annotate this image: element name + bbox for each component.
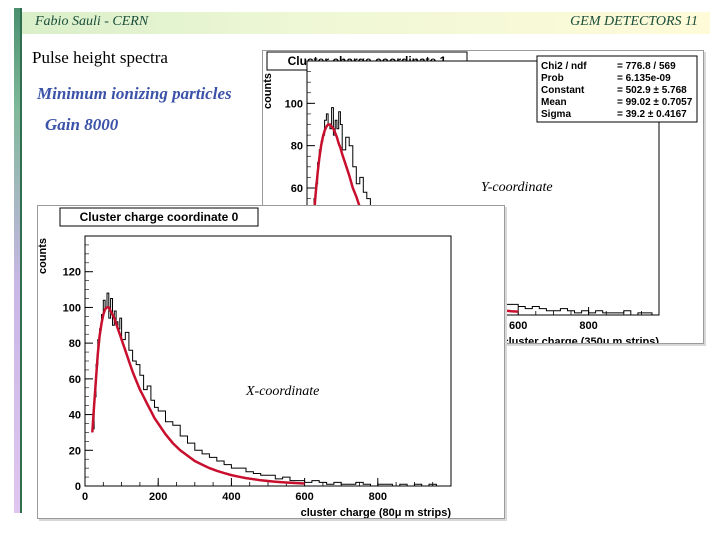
chart-x-ytick-label: 60 bbox=[69, 374, 81, 386]
sidebar-divider-line bbox=[20, 8, 22, 513]
chart-x-histogram-series bbox=[92, 292, 444, 487]
chart-panel-x: Cluster charge coordinate 0 0 200 400 600 800… bbox=[37, 205, 505, 519]
chart-x-fit-series bbox=[91, 306, 305, 485]
chart-y-stats-name: Mean bbox=[541, 97, 567, 108]
chart-x-ylabel: counts bbox=[38, 238, 49, 274]
subtitle-gain: Gain 8000 bbox=[45, 115, 119, 134]
chart-y-xtick-label: 800 bbox=[579, 320, 597, 332]
chart-y-stats-name: Prob bbox=[541, 73, 564, 84]
chart-x-ytick-label: 20 bbox=[69, 445, 81, 457]
chart-y-stats-name: Sigma bbox=[541, 109, 571, 120]
chart-y-stats-value: = 6.135e-09 bbox=[617, 73, 671, 84]
chart-y-ytick-label: 60 bbox=[291, 183, 303, 195]
chart-x-title: Cluster charge coordinate 0 bbox=[80, 210, 239, 224]
header-slide-title: GEM DETECTORS 11 bbox=[570, 14, 698, 29]
annotation-y-coordinate: Y-coordinate bbox=[481, 180, 553, 195]
chart-y-xtick-label: 600 bbox=[509, 320, 527, 332]
chart-x-xtick-label: 600 bbox=[295, 491, 313, 503]
chart-y-stats-name: Chi2 / ndf bbox=[541, 61, 587, 72]
subtitle-particles: Minimum ionizing particles bbox=[37, 84, 232, 103]
header-band bbox=[22, 12, 710, 34]
chart-y-stats-value: = 39.2 ± 0.4167 bbox=[617, 109, 687, 120]
annotation-x-coordinate: X-coordinate bbox=[246, 384, 320, 399]
chart-y-stats-box bbox=[536, 55, 698, 123]
chart-y-ytick-label: 80 bbox=[291, 141, 303, 153]
chart-x-title-box bbox=[59, 207, 259, 227]
chart-x-ytick-label: 120 bbox=[63, 267, 81, 279]
chart-y-stats-name: Constant bbox=[541, 85, 585, 96]
page-title: Pulse height spectra bbox=[32, 48, 168, 67]
chart-y-stats-value: = 502.9 ± 5.768 bbox=[617, 85, 687, 96]
chart-x-ytick-label: 40 bbox=[69, 410, 81, 422]
chart-x-plot-frame bbox=[84, 235, 452, 487]
chart-x-xtick-label: 800 bbox=[369, 491, 387, 503]
chart-x-xlabel: cluster charge (80μ m strips) bbox=[301, 507, 452, 518]
chart-x-xtick-label: 400 bbox=[222, 491, 240, 503]
chart-x-xtick-label: 200 bbox=[149, 491, 167, 503]
chart-y-stats-value: = 99.02 ± 0.7057 bbox=[617, 97, 693, 108]
chart-x-xtick-label: 0 bbox=[82, 491, 88, 503]
chart-x-ytick-label: 100 bbox=[63, 302, 81, 314]
chart-y-ytick-label: 100 bbox=[285, 98, 303, 110]
chart-y-xlabel: cluster charge (350μ m strips) bbox=[502, 336, 659, 343]
chart-y-ylabel: counts bbox=[263, 73, 274, 109]
sidebar-gradient-bar bbox=[14, 8, 22, 513]
header-author: Fabio Sauli - CERN bbox=[35, 14, 149, 29]
chart-y-stats-value: = 776.8 / 569 bbox=[617, 61, 676, 72]
chart-x-ytick-label: 0 bbox=[75, 481, 81, 493]
chart-x-svg: Cluster charge coordinate 00 200 400 600 800… bbox=[38, 207, 452, 518]
chart-x-ytick-label: 80 bbox=[69, 338, 81, 350]
